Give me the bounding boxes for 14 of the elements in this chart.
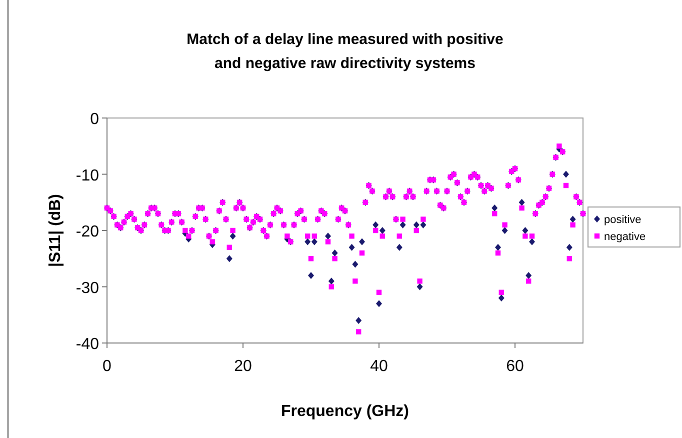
x-tick-label: 0 bbox=[102, 358, 112, 375]
y-tick-label: -40 bbox=[76, 336, 100, 353]
legend-label: negative bbox=[604, 231, 646, 243]
y-tick-label: -20 bbox=[76, 224, 100, 240]
y-tick-label: -10 bbox=[76, 167, 100, 184]
x-tick-label: 20 bbox=[234, 358, 252, 375]
x-tick-label: 60 bbox=[506, 358, 524, 375]
y-axis-title: |S11| (dB) bbox=[47, 194, 64, 267]
y-tick-label: 0 bbox=[90, 111, 100, 128]
x-tick-label: 40 bbox=[370, 358, 388, 375]
chart-title: Match of a delay line measured with positive and negative raw directivity systems bbox=[186, 31, 504, 72]
legend-label: positive bbox=[604, 214, 642, 226]
x-axis-title: Frequency (GHz) bbox=[280, 403, 410, 420]
y-tick-label: -30 bbox=[76, 280, 100, 297]
